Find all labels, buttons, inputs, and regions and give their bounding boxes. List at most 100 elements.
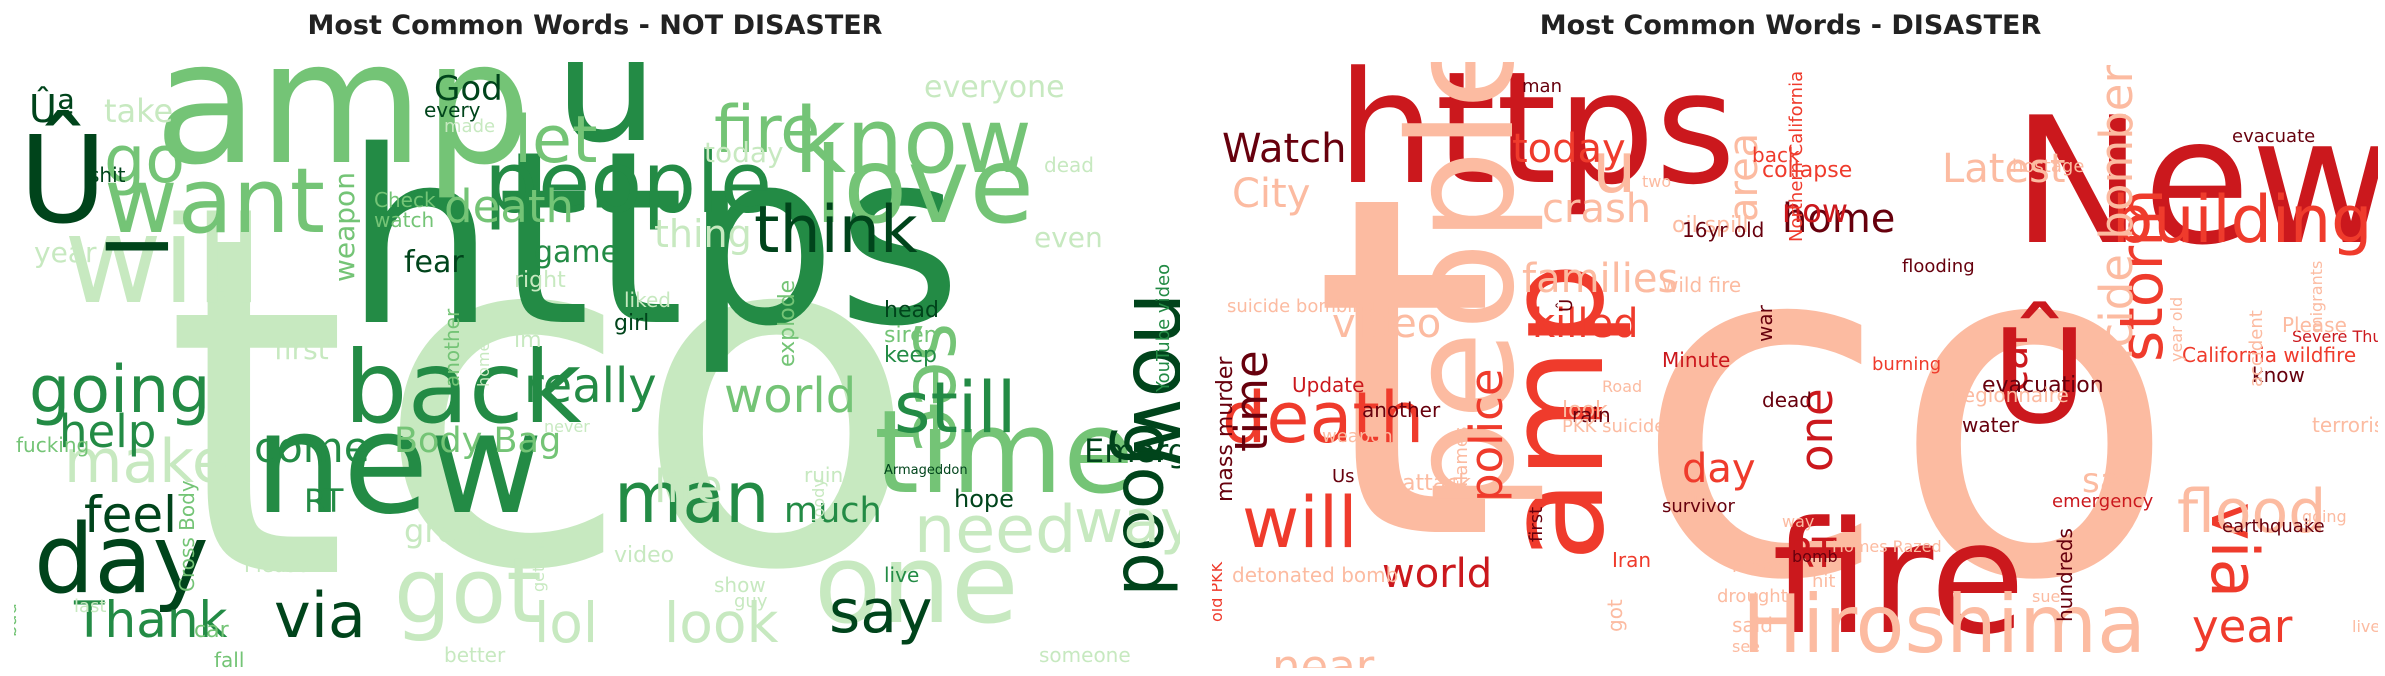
word-first: first [1526, 507, 1547, 542]
word-youtube-video: YouTube video [1153, 264, 1174, 393]
word-body-bag: Body Bag [394, 421, 561, 461]
word-every: every [424, 98, 481, 122]
word-building: building [2112, 183, 2372, 258]
word-back: back [1752, 143, 1800, 167]
word-co: co [1632, 136, 2178, 668]
word-bomb: bomb [1792, 547, 1838, 566]
word-even: even [1034, 221, 1103, 254]
word-bad: bad [14, 603, 21, 637]
word-near: near [1272, 640, 1375, 668]
word-now: now [1113, 292, 1180, 467]
word-say: say [2082, 461, 2141, 501]
word-year: year [2192, 600, 2293, 653]
word-check: Check [374, 188, 436, 212]
word-video: video [1332, 301, 1441, 347]
word-live: live [884, 563, 919, 587]
word-rt: RT [1787, 531, 1837, 577]
word-terrorist: terrorist [2312, 413, 2378, 437]
word-world: world [1382, 551, 1492, 597]
word-glyph: Ûª [1682, 492, 1708, 518]
word-accident: accident [2246, 310, 2267, 387]
panel-title: Most Common Words - NOT DISASTER [307, 10, 883, 41]
word-another: another [440, 308, 464, 387]
word-severe-thunderstorm: Severe Thunderstorm [2292, 327, 2378, 346]
word-know: know [2252, 363, 2305, 387]
word-two: two [1642, 172, 1671, 191]
word-mass-murder: mass murder [1213, 356, 1238, 502]
word-fire: fire [714, 93, 820, 168]
word-keep: keep [884, 343, 937, 368]
word-new: new [254, 383, 543, 546]
word-https: https [1337, 62, 1736, 219]
word-last: last [74, 596, 106, 617]
word-better: better [444, 643, 506, 667]
word-area: area [1721, 133, 1767, 222]
word-will: will [64, 192, 262, 331]
word-thank: Thank [73, 591, 228, 649]
word-never: never [544, 417, 590, 436]
word-world: world [724, 368, 856, 424]
word-girl: girl [614, 311, 649, 336]
word-legionnaire: Legionnaire [1952, 383, 2069, 407]
word-hundreds: hundreds [2053, 528, 2077, 622]
word-one: one [814, 520, 1019, 648]
word-cloud: co t https New fire amp people Û Hiroshima via u bu… [1212, 62, 2378, 668]
word-cloud: co t https amp u new time one love people will know… [14, 62, 1180, 668]
word-want: want [104, 149, 325, 254]
word-via: via [274, 579, 366, 652]
word-glyph: Û_ [19, 111, 169, 251]
word-think: think [754, 193, 918, 268]
word-man: man [1522, 76, 1562, 97]
word-glyph: Û [1555, 299, 1577, 312]
word-today: today [1512, 126, 1626, 172]
word-u: u [1592, 127, 1636, 209]
word-armageddon: Armageddon [884, 463, 968, 478]
word-shit: shit [89, 163, 126, 187]
word-day: day [1682, 446, 1756, 492]
word-iran: Iran [1612, 548, 1651, 572]
word-thing: thing [654, 212, 752, 256]
word-take: take [104, 92, 173, 130]
word-show: show [714, 573, 766, 597]
word-still: still [894, 367, 1016, 449]
word-make: make [64, 427, 229, 497]
word-dead: dead [1762, 388, 1812, 412]
word-sue: sue [2032, 587, 2060, 606]
word-got: got [394, 539, 541, 644]
word-please: Please [244, 553, 309, 577]
word-video: video [614, 543, 674, 568]
word-one: one [1790, 388, 1843, 472]
word-amp: amp [1477, 262, 1634, 562]
word-year: year [34, 236, 97, 269]
word-let: let [514, 103, 598, 178]
word-fall: fall [214, 648, 244, 668]
word-minute: Minute [1662, 348, 1730, 372]
word-old-pkk: old PKK [1212, 561, 1226, 622]
not-disaster-panel: Most Common Words - NOT DISASTER co t http… [0, 0, 1190, 676]
word-year-old: year old [2167, 297, 2186, 362]
word-police: police [1460, 368, 1513, 502]
word-great: great [404, 512, 489, 550]
word-god: God [434, 69, 503, 109]
word-war: war [1753, 304, 1777, 342]
word-homes-razed: Homes Razed [1832, 537, 1942, 556]
word-life: life [654, 460, 723, 513]
word-hope: hope [954, 485, 1014, 513]
word-road: Road [1602, 377, 1642, 396]
word-attack: attack [1402, 471, 1471, 496]
word-good: good [1107, 422, 1180, 597]
word-head: head [884, 298, 939, 323]
word-people: people [1378, 62, 1547, 512]
word-game: game [534, 235, 619, 270]
word-city: City [1232, 171, 1310, 217]
word-home: home [474, 342, 493, 387]
word-glyph: Û [1992, 301, 2087, 453]
word-hostage: hostage [2012, 156, 2084, 177]
word-co: co [374, 126, 920, 668]
word-crash: crash [1542, 186, 1651, 232]
word-lol: lol [534, 591, 598, 655]
word-go: go [104, 123, 185, 198]
word-water: water [1962, 413, 2020, 437]
word-us: Us [1332, 466, 1355, 487]
